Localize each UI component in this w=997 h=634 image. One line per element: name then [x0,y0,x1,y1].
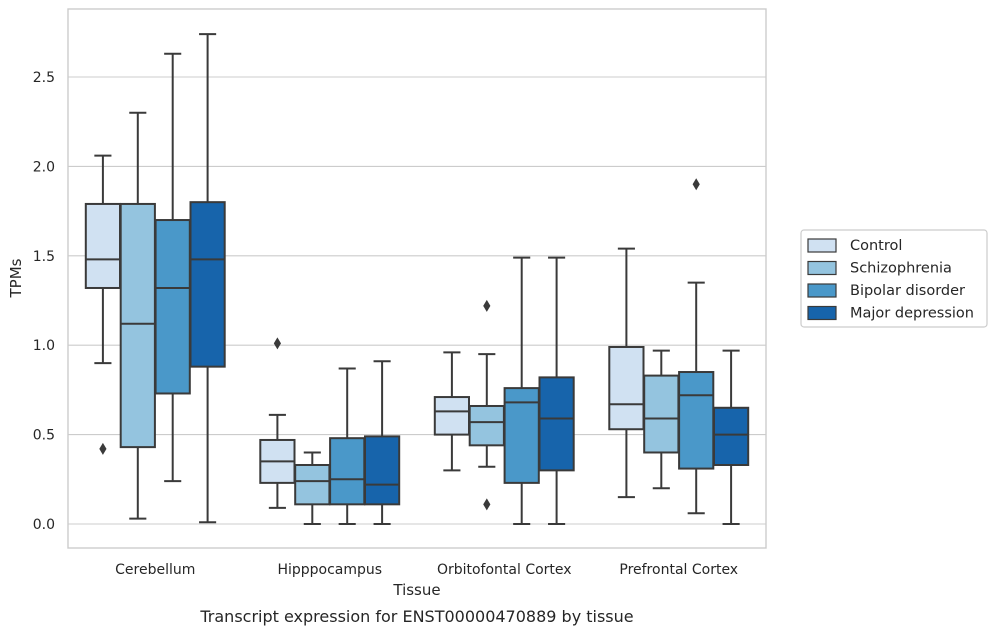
box-iqr [294,463,331,506]
plot-area [84,33,750,525]
box-iqr [678,371,715,470]
box-iqr [363,435,401,506]
box-iqr [119,202,156,449]
legend-swatch [807,260,837,276]
y-tick-label: 0.0 [33,517,55,533]
box-3-2 [678,178,715,515]
box-2-0 [433,351,471,472]
box-iqr [608,345,645,431]
outlier-point [99,442,107,455]
box-iqr [468,404,505,447]
box-1-0 [259,337,296,509]
box-iqr [189,201,226,368]
box-iqr [154,219,191,395]
box-1-1 [294,451,331,525]
box-0-3 [189,33,226,524]
box-0-2 [154,52,191,483]
x-tick-label: Cerebellum [115,562,195,578]
chart-caption: Transcript expression for ENST0000047088… [199,607,633,626]
box-0-1 [119,111,156,520]
box-3-0 [608,247,645,499]
y-tick-label: 2.5 [33,70,55,86]
box-2-1 [468,299,505,511]
y-tick-label: 0.5 [33,428,55,444]
y-axis-label: TPMs [7,258,25,298]
box-1-3 [363,360,401,525]
box-iqr [538,376,575,472]
x-axis-label: Tissue [392,581,440,599]
box-iqr [433,396,471,436]
box-iqr [329,437,366,506]
box-iqr [84,202,122,289]
legend-box [800,229,988,328]
box-0-0 [84,154,122,455]
outlier-point [483,299,491,312]
plot-border [67,8,767,549]
legend-label: Major depression [850,306,974,322]
y-tick-label: 1.0 [33,338,55,354]
legend-swatch [807,305,837,321]
outlier-point [483,498,491,511]
x-axis-ticks: Cerebellum Hipppocampus Orbitofontal Corte… [115,562,738,578]
legend: Control Schizophrenia Bipolar disorder Majo… [800,229,988,328]
y-axis-ticks: 0.0 0.5 1.0 1.5 2.0 2.5 [33,70,55,533]
y-tick-label: 1.5 [33,249,55,265]
x-tick-label: Prefrontal Cortex [619,562,738,578]
box-3-3 [712,349,750,525]
box-2-2 [503,256,540,525]
legend-swatch [807,238,837,253]
box-2-3 [538,256,575,525]
box-3-1 [643,349,680,490]
box-1-2 [329,367,366,525]
y-tick-label: 2.0 [33,159,55,175]
legend-label: Schizophrenia [850,261,952,277]
box-iqr [712,406,750,466]
x-tick-label: Orbitofontal Cortex [437,562,572,578]
legend-label: Control [850,238,902,254]
box-iqr [503,387,540,484]
box-iqr [643,374,680,454]
plot-frame [67,8,767,549]
legend-label: Bipolar disorder [850,283,965,299]
outlier-point [692,178,700,191]
legend-swatch [807,283,837,298]
outlier-point [273,337,281,350]
x-tick-label: Hipppocampus [277,562,382,578]
